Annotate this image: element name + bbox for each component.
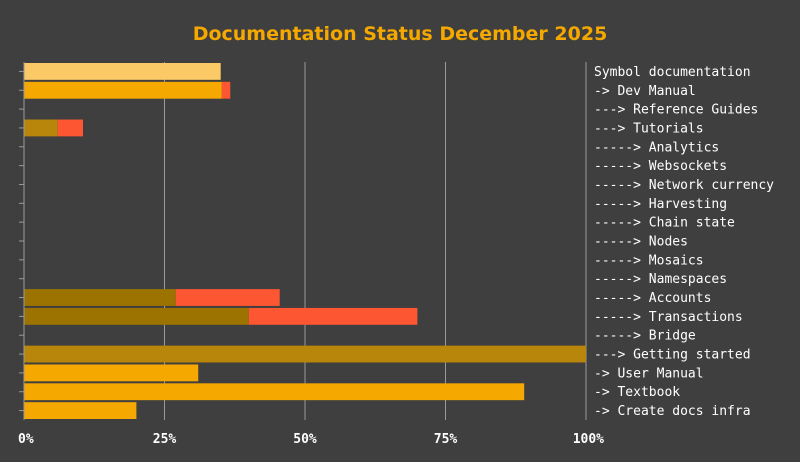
- category-label: ---> Tutorials: [594, 121, 704, 136]
- category-label: -----> Websockets: [594, 159, 727, 174]
- category-label: -----> Network currency: [594, 178, 774, 193]
- category-label: -> User Manual: [594, 366, 704, 381]
- bar: [24, 289, 176, 306]
- category-label: -----> Harvesting: [594, 197, 727, 212]
- bars: [24, 63, 586, 419]
- bar: [248, 307, 418, 325]
- x-tick-labels: 0% 25% 50% 75% 100%: [18, 432, 604, 447]
- x-tick-label: 0%: [18, 432, 34, 447]
- category-label: -> Dev Manual: [594, 84, 696, 99]
- bar: [24, 63, 221, 80]
- bar: [24, 402, 137, 419]
- x-tick-label: 100%: [573, 432, 604, 447]
- bar: [24, 364, 199, 382]
- category-label: -----> Bridge: [594, 329, 696, 344]
- bar: [24, 307, 249, 325]
- bar: [175, 289, 280, 306]
- category-label: ---> Reference Guides: [594, 103, 758, 118]
- category-label: -----> Analytics: [594, 140, 719, 155]
- category-label: -----> Accounts: [594, 291, 711, 306]
- bar: [24, 345, 586, 363]
- chart-title: Documentation Status December 2025: [193, 23, 608, 45]
- category-label: -> Create docs infra: [594, 404, 751, 419]
- bar: [24, 383, 525, 401]
- bar: [221, 81, 231, 99]
- axes: [19, 62, 25, 420]
- x-tick-label: 50%: [293, 432, 317, 447]
- bar: [57, 119, 84, 137]
- bar: [24, 119, 58, 137]
- category-labels: Symbol documentation -> Dev Manual ---> Re…: [594, 65, 774, 419]
- x-tick-label: 75%: [434, 432, 458, 447]
- category-label: -----> Nodes: [594, 235, 688, 250]
- category-label: -----> Transactions: [594, 310, 743, 325]
- category-label: -> Textbook: [594, 385, 680, 400]
- category-label: -----> Chain state: [594, 216, 735, 231]
- category-label: Symbol documentation: [594, 65, 751, 80]
- category-label: -----> Mosaics: [594, 253, 704, 268]
- category-label: ---> Getting started: [594, 348, 751, 363]
- category-label: -----> Namespaces: [594, 272, 727, 287]
- x-tick-label: 25%: [153, 432, 177, 447]
- bar: [24, 81, 222, 99]
